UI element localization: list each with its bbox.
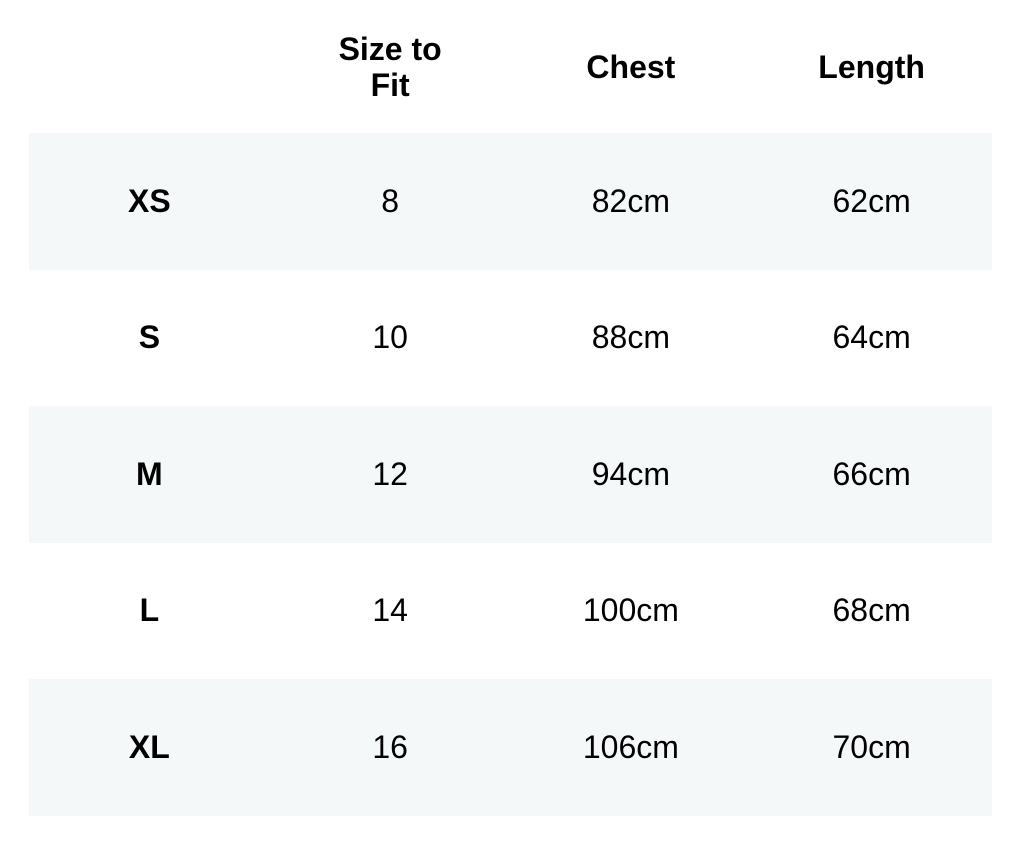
cell-size-to-fit: 16	[372, 728, 408, 765]
cell-size-to-fit: 14	[372, 592, 408, 629]
cell-size: S	[138, 319, 161, 356]
header-size-to-fit: Size to Fit	[270, 0, 511, 133]
cell-length: 62cm	[832, 182, 911, 219]
cell-chest: 88cm	[591, 319, 670, 356]
cell-size: XS	[128, 182, 171, 219]
header-label: Size to Fit	[338, 30, 442, 103]
size-chart-table: Size to Fit Chest Length XS 8 82cm 62cm S 10 8…	[29, 0, 992, 816]
table-row: XL 16 106cm 70cm	[29, 679, 992, 816]
cell-chest: 100cm	[582, 592, 679, 629]
table-row: XS 8 82cm 62cm	[29, 133, 992, 270]
header-length: Length	[818, 48, 925, 85]
header-row: Size to Fit Chest Length	[29, 0, 992, 133]
table-row: L 14 100cm 68cm	[29, 543, 992, 680]
cell-size: L	[139, 592, 160, 629]
cell-size-to-fit: 10	[372, 319, 408, 356]
cell-size: XL	[128, 728, 170, 765]
cell-chest: 94cm	[591, 455, 670, 492]
cell-length: 68cm	[832, 592, 911, 629]
header-chest: Chest	[586, 48, 676, 85]
cell-length: 64cm	[832, 319, 911, 356]
table-row: S 10 88cm 64cm	[29, 270, 992, 407]
cell-chest: 106cm	[582, 728, 679, 765]
header-size	[29, 0, 270, 133]
cell-length: 70cm	[832, 728, 911, 765]
cell-chest: 82cm	[591, 182, 670, 219]
table-row: M 12 94cm 66cm	[29, 406, 992, 543]
cell-length: 66cm	[832, 455, 911, 492]
cell-size: M	[136, 455, 163, 492]
cell-size-to-fit: 12	[372, 455, 408, 492]
cell-size-to-fit: 8	[381, 182, 400, 219]
